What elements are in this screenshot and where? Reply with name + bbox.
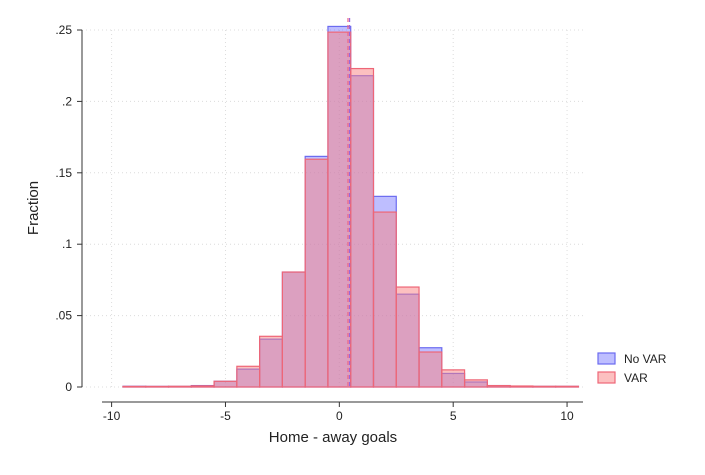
bar-var (281, 271, 306, 388)
bar-var (441, 369, 466, 388)
bar-var (486, 384, 511, 388)
bar-var (304, 158, 329, 388)
bar-var (145, 385, 170, 388)
bar-var (418, 351, 443, 388)
legend-swatch-var (597, 371, 616, 384)
bar-var (236, 365, 261, 388)
legend-label-no-var: No VAR (624, 352, 667, 366)
bar-var (509, 385, 534, 388)
axes: 0 .05 .1 .15 .2 .25 -10 -5 0 5 10 (55, 23, 583, 423)
bar-var (463, 379, 488, 388)
y-tick-label: 0 (65, 380, 72, 394)
bar-var (213, 380, 238, 388)
legend-swatch-no-var (597, 352, 616, 365)
x-tick-label: -5 (220, 409, 231, 423)
y-tick-label: .1 (62, 237, 72, 251)
y-tick-label: .15 (55, 166, 72, 180)
legend-label-var: VAR (624, 371, 648, 385)
bar-var (555, 385, 580, 388)
bar-var (259, 335, 283, 388)
bar-var (327, 31, 352, 388)
bar-var (372, 211, 397, 388)
bar-var (395, 286, 420, 388)
bar-var (190, 385, 215, 388)
legend: No VAR VAR (597, 352, 667, 385)
x-tick-label: 0 (336, 409, 343, 423)
x-tick-label: 5 (450, 409, 457, 423)
reference-lines (347, 18, 351, 387)
bar-var (122, 385, 147, 388)
x-tick-label: -10 (103, 409, 121, 423)
bar-var (532, 385, 557, 388)
y-tick-label: .25 (55, 23, 72, 37)
x-tick-label: 10 (560, 409, 574, 423)
x-axis-title: Home - away goals (269, 429, 397, 446)
bar-var (350, 67, 375, 388)
bar-var (167, 385, 192, 388)
y-tick-label: .05 (55, 309, 72, 323)
y-axis-title: Fraction (25, 181, 42, 235)
bars (122, 25, 580, 388)
y-tick-label: .2 (62, 94, 72, 108)
